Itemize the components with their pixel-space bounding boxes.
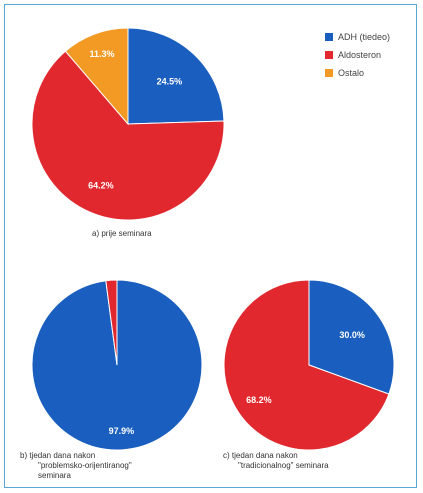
- caption-b-line1: b) tjedan dana nakon: [20, 451, 95, 460]
- pie-a-label-ostalo: 11.3%: [89, 49, 114, 59]
- pie-c-slice-adh-tiedeo-: [308, 279, 395, 395]
- legend: ADH (tiedeo) Aldosteron Ostalo: [325, 32, 390, 78]
- legend-label-adh: ADH (tiedeo): [338, 32, 390, 42]
- legend-swatch-aldosteron: [325, 51, 333, 59]
- legend-label-aldosteron: Aldosteron: [338, 50, 381, 60]
- pie-a-slice-aldosteron: [31, 50, 225, 221]
- pie-b-slice-aldosteron: [105, 279, 118, 366]
- pie-c-slice-aldosteron: [223, 279, 390, 451]
- pie-a-label-adh-tiedeo-: 24.5%: [157, 76, 183, 86]
- caption-a: a) prije seminara: [92, 229, 152, 238]
- caption-c-line1: c) tjedan dana nakon: [223, 451, 298, 460]
- pie-chart-a: 24.5% 64.2% 11.3%: [31, 27, 225, 221]
- caption-b-line3: seminara: [38, 471, 71, 480]
- legend-swatch-ostalo: [325, 69, 333, 77]
- legend-label-ostalo: Ostalo: [338, 68, 364, 78]
- caption-c-line2: "tradicionalnog" seminara: [238, 461, 329, 470]
- legend-swatch-adh: [325, 33, 333, 41]
- pie-chart-b: 97.9%: [31, 279, 203, 451]
- pie-chart-c: 30.0% 68.2%: [223, 279, 395, 451]
- pie-a-slice-adh-tiedeo-: [127, 27, 225, 125]
- pie-a-slice-ostalo: [64, 27, 129, 126]
- pie-a-label-aldosteron: 64.2%: [88, 181, 114, 191]
- pie-c-label-aldosteron: 68.2%: [246, 395, 272, 405]
- caption-b-line2: "problemsko-orijentiranog": [38, 461, 132, 470]
- pie-b-label-adh-tiedeo-: 97.9%: [109, 426, 135, 436]
- pie-c-label-adh-tiedeo-: 30.0%: [339, 330, 365, 340]
